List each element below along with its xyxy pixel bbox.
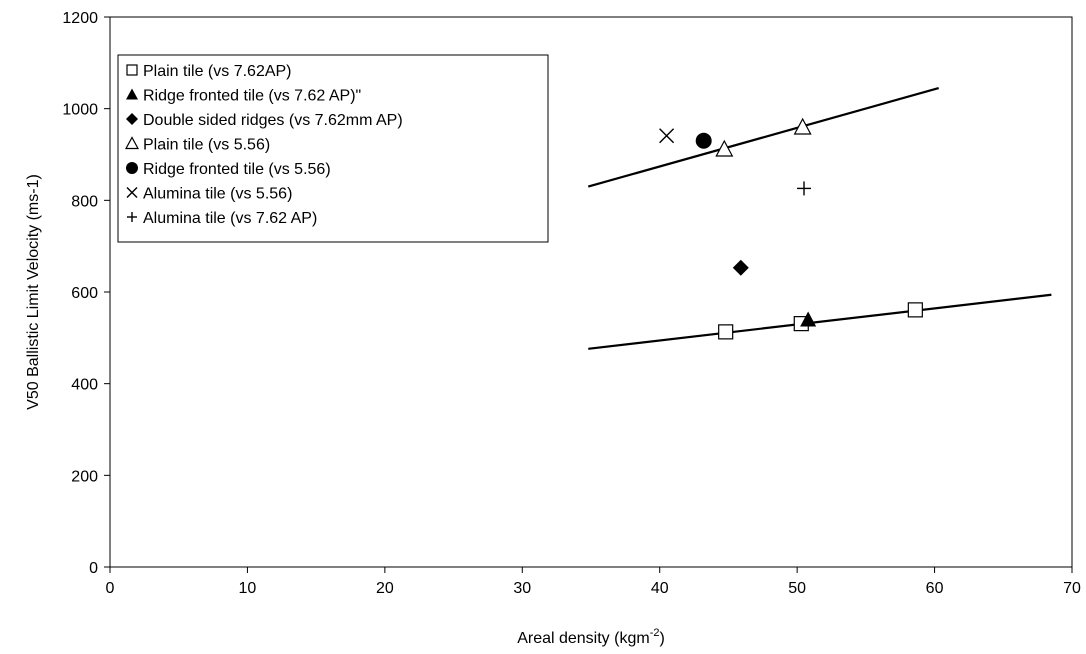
x-stroke [659,128,675,144]
legend-label: Double sided ridges (vs 7.62mm AP) [143,112,403,129]
legend-marker-plus [127,212,137,222]
trendlines [587,86,1052,350]
x-tick-label: 20 [376,580,394,597]
y-tick-label: 800 [71,193,98,210]
x-tick-label: 10 [239,580,257,597]
triangle-filled-shape [126,88,138,100]
square-open-shape [126,64,138,76]
legend-marker-diamond-filled [126,113,138,125]
data-point-square-open [718,324,734,340]
legend-marker-square-open [126,64,138,76]
legend-marker-triangle-open [124,136,140,150]
data-markers [659,117,923,340]
legend-label: Alumina tile (vs 5.56) [143,186,292,203]
x-axis-title-end: ) [659,630,664,647]
x-axis-title-main: Areal density (kgm [517,630,650,647]
square-open-shape [907,302,923,318]
circle-filled-shape [126,162,138,174]
y-tick-label: 1200 [62,10,98,27]
x-stroke [126,187,138,198]
triangle-open-shape [793,117,812,135]
legend-label: Alumina tile (vs 7.62 AP) [143,210,317,227]
y-axis: 0 200 400 600 800 1000 1200 [62,10,110,577]
legend-label: Ridge fronted tile (vs 7.62 AP)" [143,88,361,105]
x-tick-label: 70 [1063,580,1081,597]
diamond-filled-shape [732,259,749,276]
x-tick-label: 0 [106,580,115,597]
legend-label: Ridge fronted tile (vs 5.56) [143,161,331,178]
diamond-filled-shape [126,113,138,125]
legend-marker-triangle-filled [126,88,138,100]
x-tick-label: 40 [651,580,669,597]
y-tick-label: 1000 [62,102,98,119]
trendline [588,293,1052,350]
data-point-square-open [907,302,923,318]
x-tick-label: 60 [926,580,944,597]
y-tick-label: 400 [71,377,98,394]
circle-filled-shape [695,132,712,149]
data-point-plus [797,181,812,196]
legend-label: Plain tile (vs 5.56) [143,137,270,154]
y-tick-label: 200 [71,468,98,485]
y-axis-title: V50 Ballistic Limit Velocity (ms-1) [25,174,42,410]
data-point-circle-filled [695,132,712,149]
data-point-diamond-filled [732,259,749,276]
legend: Plain tile (vs 7.62AP) Ridge fronted tile… [117,54,549,243]
x-axis-title-superscript: -2 [650,627,660,639]
square-open-shape [718,324,734,340]
data-point-x [659,128,675,144]
x-axis: 0 10 20 30 40 50 60 70 [106,567,1081,597]
triangle-open-shape [715,139,734,157]
data-point-triangle-open [715,139,734,157]
triangle-filled-shape [800,311,817,327]
legend-label: Plain tile (vs 7.62AP) [143,63,292,80]
legend-box [117,54,549,243]
y-tick-label: 0 [89,560,98,577]
x-tick-label: 50 [788,580,806,597]
triangle-open-shape [124,136,140,150]
legend-marker-circle-filled [126,162,138,174]
trendline [587,86,939,188]
legend-marker-x [126,187,138,198]
y-tick-label: 600 [71,285,98,302]
data-point-triangle-filled [800,311,817,327]
data-point-triangle-open [793,117,812,135]
x-axis-title: Areal density (kgm-2) [517,627,665,647]
x-tick-label: 30 [513,580,531,597]
